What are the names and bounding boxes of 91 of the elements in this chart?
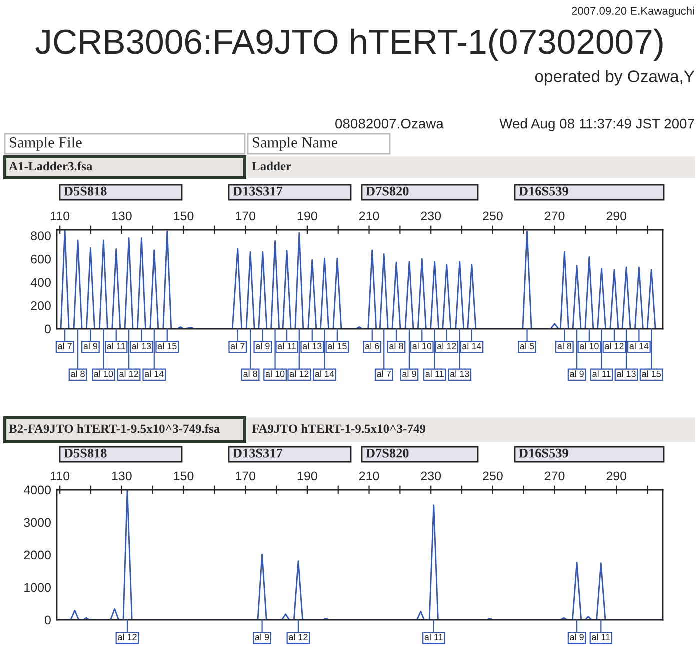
- text: D7S820: [366, 448, 409, 458]
- x-tick-label: 170: [236, 212, 256, 221]
- text: D5S818: [64, 186, 107, 196]
- text: Sample Name: [253, 137, 338, 151]
- annotation: al 8: [244, 370, 258, 378]
- text: A1-Ladder3.fsa: [9, 162, 92, 171]
- annotation: al 7: [230, 342, 245, 350]
- annotation: al 14: [315, 370, 334, 378]
- x-tick-label: 230: [421, 212, 442, 221]
- x-tick-label: 130: [112, 212, 132, 221]
- annotation: al 6: [365, 342, 380, 350]
- annotation: al 9: [570, 634, 584, 640]
- annotation: al 12: [437, 342, 456, 350]
- annotation: al 14: [144, 370, 164, 378]
- annotation: al 13: [132, 342, 152, 350]
- annotation: al 12: [120, 370, 138, 378]
- x-tick-label: 250: [483, 472, 503, 481]
- x-tick-label: 210: [359, 472, 380, 481]
- annotation: al 15: [328, 342, 347, 350]
- annotation: al 7: [377, 370, 391, 378]
- text: Wed Aug 08 11:37:49 JST 2007: [500, 118, 694, 132]
- x-tick-label: 230: [421, 472, 442, 481]
- text: Sample File: [10, 137, 82, 151]
- y-tick-label: 3000: [24, 518, 51, 528]
- x-tick-label: 250: [483, 212, 503, 221]
- annotation: al 10: [580, 342, 599, 350]
- annotation: al 8: [390, 342, 404, 350]
- annotation: al 12: [118, 634, 137, 640]
- annotation: al 10: [266, 370, 285, 378]
- text: Ladder: [252, 162, 292, 171]
- text: FA9JTO hTERT-1-9.5x10^3-749: [252, 424, 426, 434]
- annotation: al 11: [424, 634, 443, 640]
- annotation: al 11: [278, 342, 296, 350]
- annotation: al 11: [426, 370, 444, 378]
- x-tick-label: 210: [359, 212, 380, 221]
- chart-subtitle: operated by Ozawa,Y: [535, 70, 695, 86]
- x-tick-label: 150: [174, 472, 194, 481]
- annotation: al 11: [592, 634, 610, 640]
- annotation: al 8: [71, 370, 85, 378]
- text: D7S820: [366, 186, 409, 196]
- x-tick-label: 110: [51, 472, 70, 481]
- annotation: al 12: [605, 342, 624, 350]
- annotation: al 11: [107, 342, 126, 350]
- x-tick-label: 270: [544, 212, 565, 221]
- annotation: al 8: [558, 342, 572, 350]
- annotation: al 9: [570, 370, 584, 378]
- text: 2007.09.20 E.Kawaguchi: [572, 6, 694, 18]
- annotation: al 9: [256, 342, 270, 350]
- x-tick-label: 290: [606, 472, 627, 481]
- annotation: al 13: [302, 342, 322, 350]
- x-tick-label: 170: [236, 472, 256, 481]
- x-tick-label: 270: [544, 472, 565, 481]
- annotation: al 7: [58, 342, 72, 350]
- y-tick-label: 0: [44, 616, 51, 625]
- annotation: al 9: [255, 634, 270, 640]
- y-tick-label: 0: [44, 324, 51, 334]
- annotation: al 12: [290, 370, 309, 378]
- y-tick-label: 800: [31, 232, 51, 240]
- x-tick-label: 290: [606, 212, 627, 221]
- annotation: al 11: [592, 370, 611, 378]
- annotation: al 14: [462, 342, 482, 350]
- text: D13S317: [233, 448, 283, 458]
- x-tick-label: 190: [298, 472, 318, 481]
- annotation: al 14: [630, 342, 649, 350]
- annotation: al 10: [94, 370, 114, 378]
- annotation: al 15: [158, 342, 177, 350]
- annotation: al 10: [412, 342, 432, 350]
- y-tick-label: 1000: [24, 583, 51, 592]
- text: B2-FA9JTO hTERT-1-9.5x10^3-749.fsa: [9, 424, 220, 434]
- chart-title: JCRB3006:FA9JTO hTERT-1(07302007): [36, 28, 663, 62]
- y-tick-label: 200: [31, 302, 51, 310]
- text: D16S539: [519, 186, 568, 196]
- y-tick-label: 400: [30, 278, 51, 288]
- x-tick-label: 110: [51, 212, 70, 221]
- annotation: al 5: [520, 342, 534, 350]
- annotation: al 13: [617, 370, 636, 378]
- text: D16S539: [519, 448, 568, 458]
- annotation: al 9: [402, 370, 416, 378]
- y-tick-label: 2000: [24, 550, 51, 560]
- text: D5S818: [64, 448, 107, 458]
- y-tick-label: 600: [31, 254, 51, 264]
- annotation: al 15: [642, 370, 661, 378]
- x-tick-label: 130: [112, 472, 132, 481]
- x-tick-label: 150: [174, 212, 194, 221]
- annotation: al 12: [289, 634, 308, 640]
- annotation: al 13: [450, 370, 470, 378]
- y-tick-label: 4000: [24, 486, 51, 495]
- annotation: al 9: [84, 342, 98, 350]
- text: D13S317: [233, 186, 283, 196]
- text: 08082007.Ozawa: [336, 118, 444, 129]
- x-tick-label: 190: [298, 212, 318, 221]
